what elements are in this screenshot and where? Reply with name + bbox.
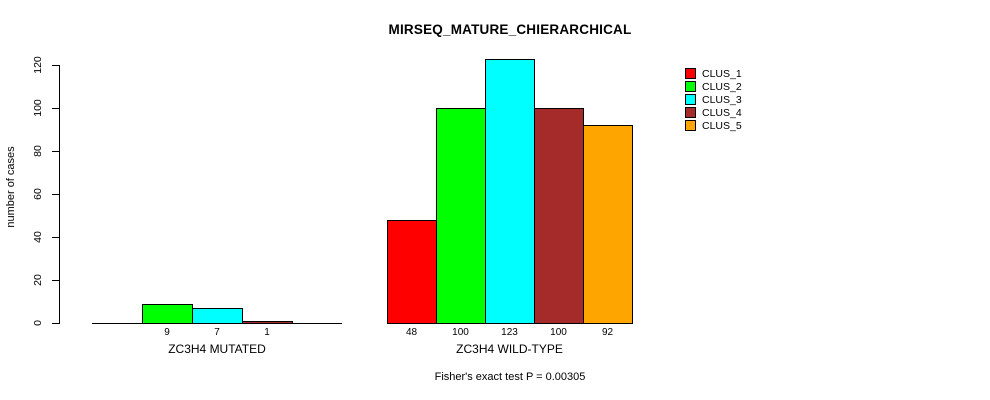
- legend-item: CLUS_5: [685, 119, 742, 132]
- legend-item: CLUS_1: [685, 67, 742, 80]
- chart-title: MIRSEQ_MATURE_CHIERARCHICAL: [388, 22, 632, 37]
- legend-label: CLUS_3: [702, 93, 742, 106]
- legend-item: CLUS_2: [685, 80, 742, 93]
- legend-swatch-CLUS_1: [685, 68, 696, 79]
- legend-swatch-CLUS_5: [685, 120, 696, 131]
- y-tick-label: 100: [32, 99, 44, 117]
- legend-label: CLUS_5: [702, 119, 742, 132]
- bar-value-label: 123: [501, 327, 518, 338]
- y-axis-line: [59, 65, 60, 324]
- bar-CLUS_3: [485, 59, 535, 324]
- annotation-text: Fisher's exact test P = 0.00305: [434, 371, 586, 383]
- legend-label: CLUS_1: [702, 67, 742, 80]
- bar-value-label: 92: [601, 327, 614, 338]
- y-tick-label: 40: [32, 231, 44, 243]
- bar-value-label: 1: [264, 327, 270, 338]
- bar-CLUS_5: [583, 125, 633, 324]
- group-label: ZC3H4 MUTATED: [168, 342, 266, 356]
- bar-value-label: 48: [405, 327, 418, 338]
- y-tick-label: 0: [32, 320, 44, 326]
- legend-item: CLUS_3: [685, 93, 742, 106]
- bar-value-label: 100: [550, 327, 567, 338]
- y-tick: [52, 194, 59, 195]
- legend-swatch-CLUS_2: [685, 81, 696, 92]
- bar-CLUS_1: [387, 220, 437, 324]
- y-tick: [52, 323, 59, 324]
- y-tick: [52, 108, 59, 109]
- y-tick-label: 60: [32, 188, 44, 200]
- y-tick-label: 80: [32, 145, 44, 157]
- bar-CLUS_2: [436, 108, 486, 324]
- bar-value-label: 9: [164, 327, 170, 338]
- bar-CLUS_4: [534, 108, 584, 324]
- legend-label: CLUS_2: [702, 80, 742, 93]
- legend-swatch-CLUS_4: [685, 107, 696, 118]
- bar-CLUS_4: [242, 321, 293, 324]
- y-tick: [52, 65, 59, 66]
- y-tick: [52, 280, 59, 281]
- group-label: ZC3H4 WILD-TYPE: [456, 342, 563, 356]
- bar-CLUS_2: [142, 304, 193, 324]
- y-tick: [52, 151, 59, 152]
- y-tick-label: 120: [32, 56, 44, 74]
- legend-item: CLUS_4: [685, 106, 742, 119]
- bar-value-label: 100: [452, 327, 469, 338]
- bar-CLUS_3: [192, 308, 243, 324]
- legend-label: CLUS_4: [702, 106, 742, 119]
- y-tick-label: 20: [32, 274, 44, 286]
- y-tick: [52, 237, 59, 238]
- legend-swatch-CLUS_3: [685, 94, 696, 105]
- bar-value-label: 7: [214, 327, 220, 338]
